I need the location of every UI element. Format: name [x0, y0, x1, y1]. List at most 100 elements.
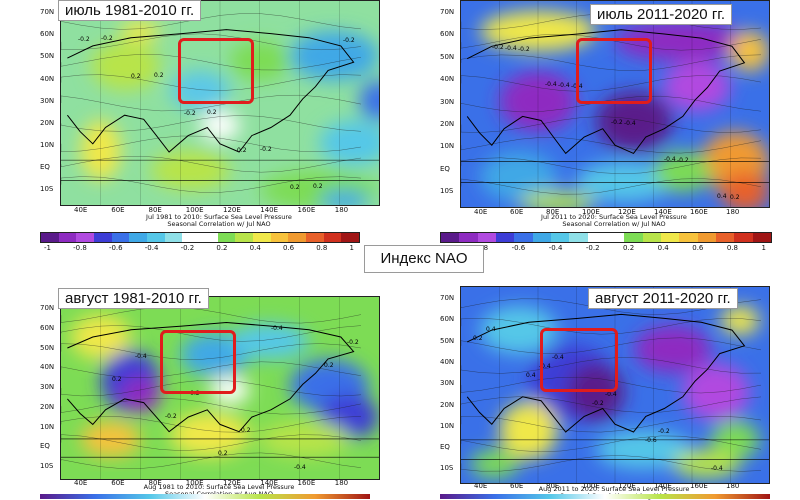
longitude-label: 160E	[297, 206, 316, 214]
contour-line	[61, 325, 362, 342]
contour-line	[61, 397, 362, 415]
colorbar-tick-label: 0.8	[316, 244, 328, 252]
colorbar-tick-label: 0.4	[249, 244, 261, 252]
contour-value-label: -0.4	[545, 81, 557, 88]
longitude-label: 80E	[546, 208, 560, 216]
contour-line	[61, 13, 362, 30]
latitude-label: 50N	[440, 52, 455, 61]
latitude-label: 60N	[40, 30, 55, 39]
contour-value-label: 0.2	[241, 427, 251, 434]
highlight-region-box	[160, 330, 236, 394]
period-title: август 1981-2010 гг.	[58, 288, 209, 309]
colorbar-swatch	[306, 233, 324, 242]
colorbar-swatch	[111, 233, 130, 242]
latitude-label: 60N	[440, 30, 455, 39]
colorbar-tick-label: 0.4	[657, 244, 669, 252]
contour-value-label: -0.4	[552, 354, 564, 361]
longitude-label: 120E	[223, 479, 241, 487]
colorbar-swatch	[477, 233, 496, 242]
latitude-label: EQ	[40, 163, 50, 172]
contour-value-label: -0.2	[343, 37, 355, 44]
colorbar-swatch	[41, 233, 59, 242]
colorbar-tick-label: -0.2	[585, 244, 600, 252]
longitude-label: 40E	[474, 208, 488, 216]
contour-line	[461, 455, 762, 472]
contour-line	[61, 176, 362, 193]
longitude-label: 60E	[510, 482, 524, 490]
contour-value-label: -0.4	[539, 363, 551, 370]
correlation-blob	[499, 401, 558, 460]
period-title: август 2011-2020 гг.	[588, 288, 738, 309]
correlation-blob	[170, 412, 250, 457]
contour-line	[61, 74, 362, 91]
nao-index-label: Индекс NAO	[364, 245, 484, 273]
contour-value-label: -0.2	[658, 428, 670, 435]
longitude-label: 120E	[618, 208, 636, 216]
colorbar-tick-label: 1	[349, 244, 354, 252]
colorbar-swatch	[697, 233, 716, 242]
longitude-label: 100E	[185, 479, 204, 487]
contour-line	[61, 379, 362, 397]
longitude-label: 60E	[510, 208, 524, 216]
latitude-label: 30N	[40, 383, 55, 392]
contour-value-label: -0.2	[611, 119, 623, 126]
longitude-label: 160E	[297, 479, 316, 487]
contour-line	[461, 376, 762, 394]
contour-line	[61, 54, 362, 71]
contour-value-label: -0.2	[260, 146, 272, 153]
bottom-colorbar-right-fragment	[440, 494, 770, 499]
latitude-label: 10S	[440, 187, 454, 196]
correlation-blob	[319, 120, 379, 166]
map-caption: Jul 1981 to 2010: Surface Sea Level Pres…	[60, 214, 378, 228]
colorbar-ticks: -1 -0.8 -0.6 -0.4 -0.2 0.2 0.4 0.6 0.8 1	[44, 244, 354, 252]
correlation-blob	[289, 30, 379, 81]
colorbar-swatch	[532, 233, 551, 242]
latitude-label: 10N	[40, 141, 55, 150]
correlation-blob	[359, 80, 379, 121]
latitude-label: 70N	[440, 8, 455, 16]
contour-line	[61, 115, 362, 132]
contour-line	[461, 415, 762, 433]
caption-line-1: Aug 2011 to 2020: Surface Sea Level Pres…	[538, 485, 690, 493]
correlation-blob	[720, 171, 769, 207]
contour-value-label: -0.2	[518, 46, 530, 53]
contour-line	[61, 307, 362, 324]
contour-line	[461, 396, 762, 413]
colorbar-tick-label: -0.6	[108, 244, 123, 252]
contour-value-label: -0.2	[492, 44, 504, 51]
latitude-label: 70N	[40, 8, 55, 16]
colorbar-swatch	[550, 233, 570, 242]
longitude-label: 80E	[148, 206, 162, 214]
contour-value-label: -0.2	[78, 36, 90, 43]
latitude-label: 70N	[440, 294, 455, 302]
coastline	[466, 29, 746, 155]
longitude-label: 40E	[74, 206, 88, 214]
longitude-label: 100E	[185, 206, 204, 214]
longitude-label: 100E	[582, 208, 600, 216]
correlation-blob	[672, 449, 741, 479]
colorbar-tick-label: -0.4	[548, 244, 563, 252]
contour-value-label: 0.2	[207, 109, 217, 116]
colorbar-swatch	[288, 233, 307, 242]
contour-value-label: -0.2	[101, 35, 113, 42]
correlation-blob	[720, 306, 760, 335]
colorbar-swatch	[715, 233, 735, 242]
colorbar-tick-label: -1	[44, 244, 51, 252]
contour-value-label: 0.2	[290, 184, 300, 191]
correlation-blob	[170, 70, 230, 111]
colorbar-swatch	[587, 233, 606, 242]
colorbar	[40, 232, 360, 243]
contour-value-label: 0.2	[218, 450, 228, 457]
longitude-label: 140E	[654, 208, 672, 216]
contour-value-label: 0.4	[717, 193, 727, 200]
contour-line	[461, 435, 762, 453]
colorbar-tick-label: -0.4	[144, 244, 159, 252]
contour-value-label: -0.4	[624, 120, 636, 127]
correlation-blob	[634, 325, 712, 374]
contour-line	[61, 135, 362, 153]
contour-line	[61, 33, 362, 51]
correlation-map: -0.2 -0.4 -0.4 -0.2 0.2 -0.4 -0.4 -0.2 -0.4 0.4 -0…	[460, 0, 770, 208]
longitude-label: 160E	[690, 208, 708, 216]
latitude-label: EQ	[40, 442, 50, 451]
latitude-label: 40N	[40, 74, 55, 83]
